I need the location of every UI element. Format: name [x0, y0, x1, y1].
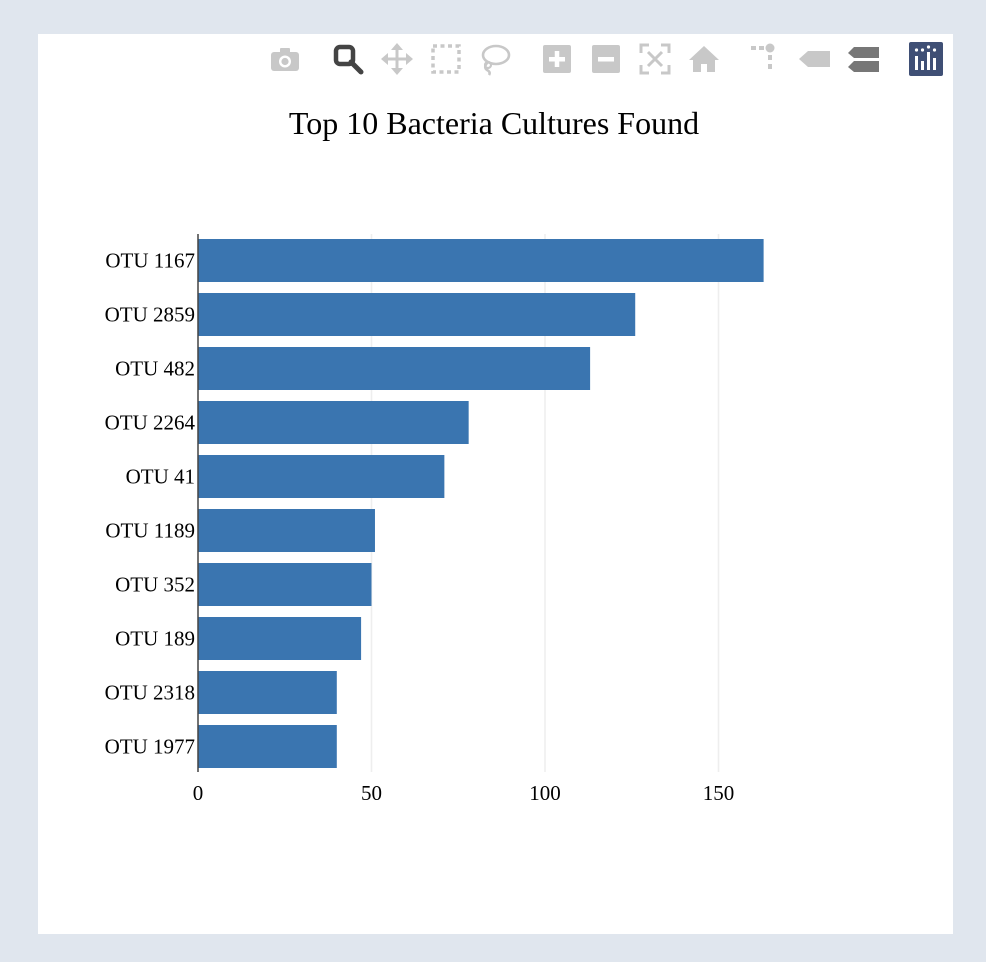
y-tick-label: OTU 41 — [126, 465, 195, 489]
bar[interactable] — [198, 563, 372, 606]
y-tick-label: OTU 2859 — [105, 303, 195, 327]
chart-title: Top 10 Bacteria Cultures Found — [289, 105, 699, 141]
bar[interactable] — [198, 509, 375, 552]
x-axis-ticks: 0 50 100 150 — [193, 781, 735, 805]
bar[interactable] — [198, 671, 337, 714]
y-tick-label: OTU 482 — [115, 357, 195, 381]
x-tick-label: 150 — [703, 781, 735, 805]
pan-icon[interactable] — [380, 42, 414, 76]
spike-lines-icon[interactable] — [749, 42, 783, 76]
x-tick-label: 100 — [529, 781, 561, 805]
bars — [198, 239, 764, 768]
bar[interactable] — [198, 725, 337, 768]
zoom-out-icon[interactable] — [589, 42, 623, 76]
y-tick-label: OTU 2318 — [105, 681, 195, 705]
y-axis-ticks: OTU 1167 OTU 2859 OTU 482 OTU 2264 OTU 41 OTU… — [105, 249, 196, 759]
hover-compare-icon[interactable] — [847, 42, 881, 76]
x-tick-label: 50 — [361, 781, 382, 805]
y-tick-label: OTU 352 — [115, 573, 195, 597]
y-tick-label: OTU 2264 — [105, 411, 196, 435]
y-tick-label: OTU 1189 — [105, 519, 195, 543]
reset-axes-icon[interactable] — [687, 42, 721, 76]
box-select-icon[interactable] — [429, 42, 463, 76]
bar[interactable] — [198, 239, 764, 282]
bar[interactable] — [198, 455, 445, 498]
autoscale-icon[interactable] — [638, 42, 672, 76]
plot-panel — [38, 34, 953, 934]
camera-icon[interactable] — [268, 42, 302, 76]
x-tick-label: 0 — [193, 781, 204, 805]
y-tick-label: OTU 189 — [115, 627, 195, 651]
modebar — [0, 0, 986, 76]
y-tick-label: OTU 1977 — [105, 735, 195, 759]
bar[interactable] — [198, 401, 469, 444]
bar[interactable] — [198, 293, 636, 336]
plotly-logo-icon[interactable] — [909, 42, 943, 76]
zoom-icon[interactable] — [331, 42, 365, 76]
zoom-in-icon[interactable] — [540, 42, 574, 76]
y-tick-label: OTU 1167 — [105, 249, 195, 273]
hover-closest-icon[interactable] — [798, 42, 832, 76]
lasso-select-icon[interactable] — [478, 42, 512, 76]
bar[interactable] — [198, 617, 362, 660]
bar[interactable] — [198, 347, 591, 390]
